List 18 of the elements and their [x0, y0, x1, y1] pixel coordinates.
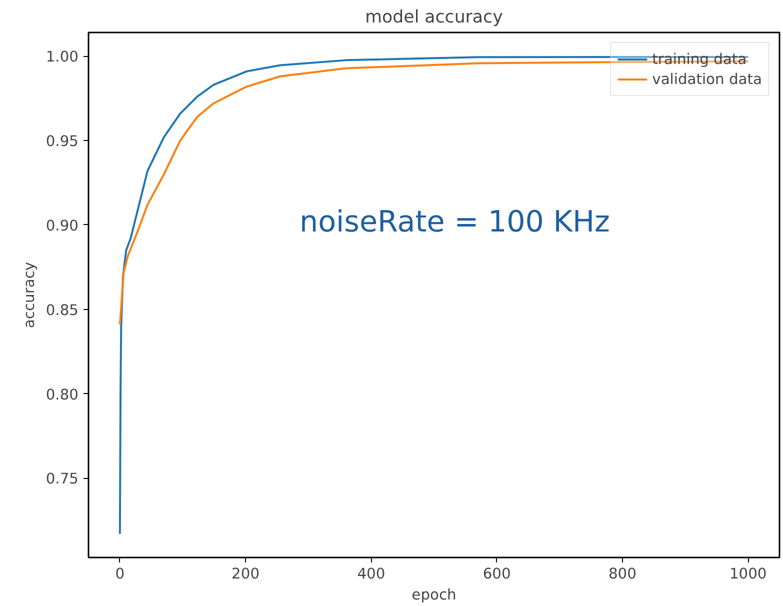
legend-label: validation data — [652, 70, 762, 88]
legend-label: training data — [652, 50, 747, 68]
y-tick-label: 0.90 — [46, 217, 79, 234]
chart-title: model accuracy — [365, 8, 503, 28]
x-axis-title: epoch — [412, 586, 456, 604]
y-tick-label: 0.80 — [46, 386, 79, 404]
x-tick-label: 800 — [608, 566, 636, 582]
y-tick-label: 0.95 — [46, 133, 79, 150]
x-tick-label: 200 — [232, 566, 260, 582]
x-tick-label: 0 — [115, 566, 125, 582]
y-tick-label: 0.75 — [46, 470, 79, 488]
y-tick-label: 0.85 — [46, 302, 79, 319]
y-tick-label: 1.00 — [46, 48, 79, 66]
x-tick-label: 1000 — [729, 566, 767, 582]
x-tick-label: 400 — [357, 566, 386, 582]
annotation: noiseRate = 100 KHz — [300, 204, 610, 238]
x-tick-label: 600 — [482, 566, 511, 582]
y-axis-title: accuracy — [20, 262, 38, 328]
